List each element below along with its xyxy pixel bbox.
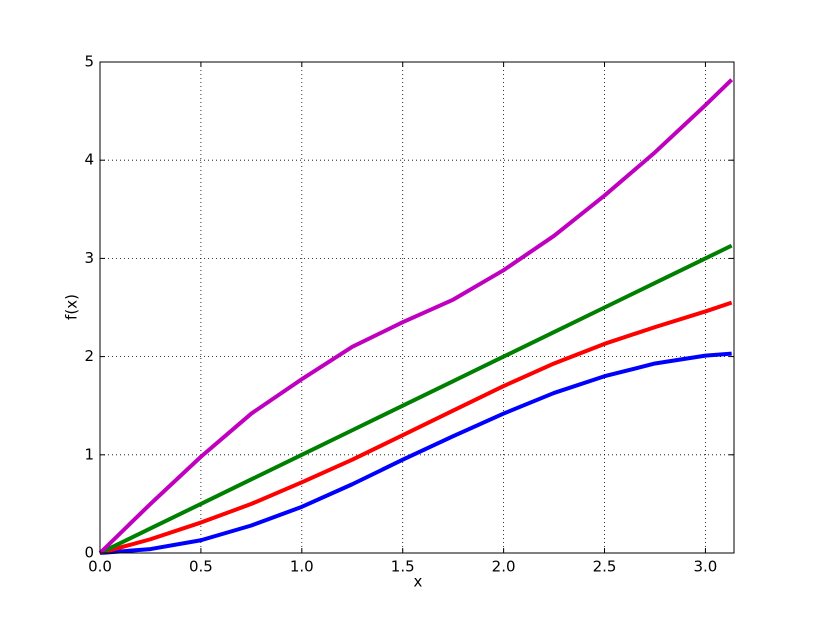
y-axis-label: f(x) xyxy=(63,294,81,320)
x-tick-label: 1.0 xyxy=(290,558,314,576)
x-tick-label: 3.0 xyxy=(693,558,717,576)
x-tick-label: 2.0 xyxy=(492,558,516,576)
y-tick-label: 2 xyxy=(84,347,94,365)
y-tick-label: 0 xyxy=(84,544,94,562)
x-tick-label: 2.5 xyxy=(593,558,617,576)
y-tick-label: 3 xyxy=(84,249,94,267)
x-tick-label: 1.5 xyxy=(391,558,415,576)
plot-frame xyxy=(99,61,735,554)
y-tick-label: 5 xyxy=(84,53,94,71)
y-tick-label: 4 xyxy=(84,151,94,169)
line-series xyxy=(99,351,732,555)
x-tick-label: 0.5 xyxy=(189,558,213,576)
x-axis-label: x xyxy=(414,573,423,591)
line-series xyxy=(99,300,733,555)
x-tick-label: 0.0 xyxy=(88,558,112,576)
y-tick-label: 1 xyxy=(84,445,94,463)
line-series xyxy=(99,243,733,555)
line-series xyxy=(98,78,734,555)
